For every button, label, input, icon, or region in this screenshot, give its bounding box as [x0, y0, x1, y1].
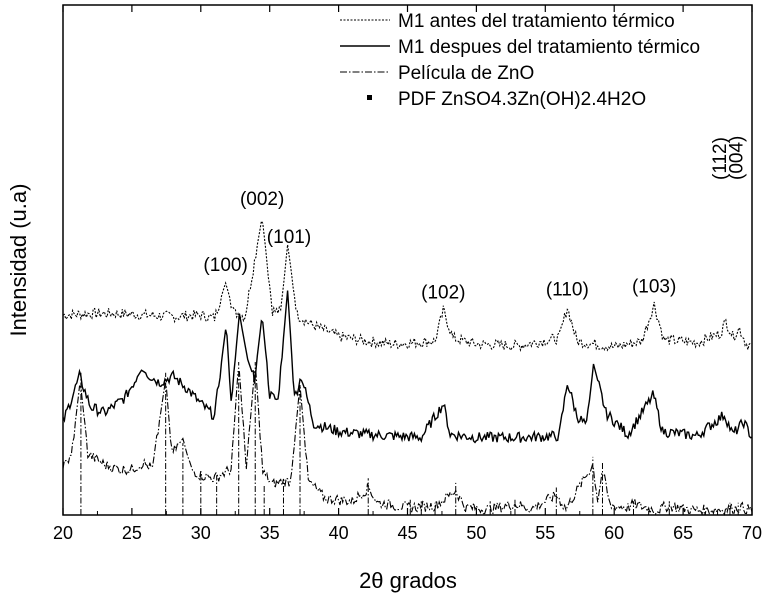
series-line: [62, 219, 753, 352]
x-tick-label: 65: [673, 523, 693, 543]
x-tick-label: 55: [535, 523, 555, 543]
series-layer: [62, 219, 753, 518]
legend-label: M1 despues del tratamiento térmico: [398, 37, 700, 58]
series-1: [62, 290, 753, 444]
series-line: [62, 290, 753, 444]
x-tick-label: 45: [397, 523, 417, 543]
legend-label: PDF ZnSO4.3Zn(OH)2.4H2O: [398, 89, 646, 110]
series-0: [62, 219, 753, 352]
peak-label: (004): [726, 136, 747, 180]
peak-label: (002): [240, 189, 284, 210]
legend-item: M1 despues del tratamiento térmico: [340, 37, 700, 58]
peak-label: (110): [546, 279, 589, 300]
x-tick-label: 35: [260, 523, 280, 543]
x-tick-label: 40: [329, 523, 349, 543]
y-axis-title: Intensidad (u.a): [6, 184, 31, 337]
peak-annotations: (100) (002) (101) (102) (110) (103) (112)(004): [203, 136, 747, 304]
legend-marker: [367, 95, 372, 100]
legend-label: M1 antes del tratamiento térmico: [398, 11, 675, 32]
series-2: [62, 368, 753, 518]
x-tick-label: 30: [191, 523, 211, 543]
series-3: [80, 362, 739, 515]
x-tick-label: 50: [466, 523, 486, 543]
x-axis-title: 2θ grados: [359, 568, 457, 593]
x-axis: 20 25 30 35 40 45 50 55 60 65 70: [53, 5, 762, 543]
peak-label: (112): [710, 137, 731, 180]
legend-label: Película de ZnO: [398, 63, 534, 84]
peak-label: (102): [421, 282, 465, 303]
x-tick-label: 25: [122, 523, 142, 543]
peak-label: (100): [203, 255, 247, 276]
legend-item: Película de ZnO: [340, 63, 534, 84]
x-tick-label: 70: [742, 523, 762, 543]
x-tick-label: 20: [53, 523, 73, 543]
legend-item: PDF ZnSO4.3Zn(OH)2.4H2O: [367, 89, 646, 110]
peak-label: (103): [632, 276, 676, 297]
x-tick-label: 60: [604, 523, 624, 543]
legend: M1 antes del tratamiento térmico M1 despu…: [340, 11, 700, 110]
legend-item: M1 antes del tratamiento térmico: [340, 11, 675, 32]
peak-label: (101): [267, 227, 311, 248]
series-line: [62, 368, 753, 518]
